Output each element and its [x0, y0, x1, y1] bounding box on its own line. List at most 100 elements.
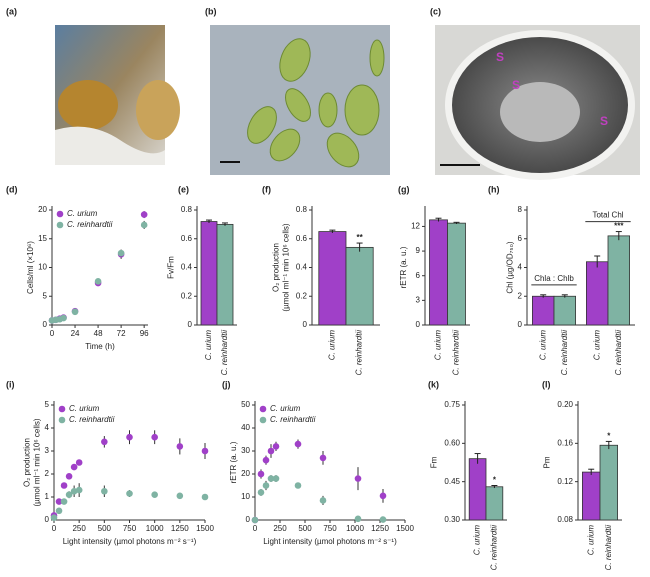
data-point — [201, 493, 209, 501]
data-point — [294, 440, 302, 448]
data-point — [354, 475, 362, 482]
x-tick-label: 0 — [52, 524, 57, 533]
data-point — [60, 314, 67, 322]
x-tick-label: C. urium — [328, 330, 337, 361]
data-point — [60, 498, 68, 505]
data-point — [60, 482, 68, 489]
x-tick-label: 750 — [323, 524, 337, 533]
x-tick-label: C. urium — [586, 525, 595, 556]
x-tick-label: 0 — [253, 524, 258, 533]
y-tick-label: 0 — [246, 515, 251, 524]
x-axis-label: Light intensity (µmol photons m⁻² s⁻¹) — [263, 537, 397, 546]
y-tick-label: 0.30 — [444, 515, 460, 524]
legend-label: C. reinhardtii — [67, 220, 113, 229]
x-tick-label: 24 — [71, 329, 80, 338]
group-label: Total Chl — [592, 211, 623, 220]
data-point — [272, 443, 280, 450]
data-point — [176, 492, 184, 500]
legend-marker — [259, 405, 267, 413]
data-point — [201, 447, 209, 455]
data-point — [257, 489, 265, 496]
x-axis-label: Light intensity (µmol photons m⁻² s⁻¹) — [63, 537, 197, 546]
photo-c — [435, 25, 640, 180]
y-tick-label: 15 — [38, 234, 47, 243]
data-point — [101, 438, 108, 446]
x-tick-label: C. urium — [592, 330, 601, 361]
y-tick-label: 0 — [188, 320, 193, 329]
data-point — [75, 459, 83, 466]
x-tick-label: 48 — [94, 329, 103, 338]
x-tick-label: C. urium — [434, 330, 443, 361]
y-tick-label: 0.8 — [296, 205, 308, 214]
annotation: S — [600, 114, 608, 128]
y-tick-label: 0 — [303, 320, 308, 329]
x-tick-label: 1000 — [346, 524, 364, 533]
group-label: Chla : Chlb — [534, 274, 574, 283]
legend-label: C. reinhardtii — [69, 415, 115, 424]
y-tick-label: 0.08 — [557, 515, 573, 524]
annotation: S — [512, 78, 520, 92]
bar — [345, 246, 374, 326]
data-point — [117, 249, 125, 257]
panel-label: (c) — [430, 6, 441, 16]
bar — [318, 231, 347, 326]
y-tick-label: 0.45 — [444, 477, 460, 486]
y-tick-label: 5 — [43, 291, 48, 300]
y-axis-label: Pm — [543, 456, 552, 468]
data-point — [272, 475, 280, 482]
x-tick-label: 500 — [98, 524, 112, 533]
data-point — [151, 491, 158, 499]
y-tick-label: 6 — [416, 271, 421, 280]
legend-marker — [56, 221, 64, 229]
y-axis-label: rETR (a. u.) — [399, 246, 408, 288]
data-point — [140, 211, 148, 218]
y-tick-label: 0.75 — [444, 400, 460, 409]
legend-label: C. urium — [270, 404, 301, 413]
y-tick-label: 8 — [518, 205, 523, 214]
x-tick-label: C. reinhardtii — [220, 330, 229, 376]
legend-marker — [58, 405, 66, 413]
y-tick-label: 6 — [518, 234, 523, 243]
data-point — [319, 497, 327, 504]
y-tick-label: 2 — [518, 291, 523, 300]
bar — [553, 295, 577, 326]
data-point — [50, 514, 58, 521]
y-tick-label: 30 — [241, 446, 250, 455]
y-axis-label: O₂ production — [23, 438, 32, 487]
data-point — [126, 490, 133, 497]
data-point — [94, 278, 102, 285]
y-tick-label: 4 — [518, 263, 523, 272]
data-point — [262, 482, 270, 489]
data-point — [55, 507, 63, 515]
y-axis-label: (µmol ml⁻¹ min 10⁶ cells) — [33, 418, 42, 506]
y-tick-label: 0.20 — [557, 400, 573, 409]
data-point — [126, 433, 133, 441]
data-point — [55, 498, 63, 505]
y-tick-label: 0 — [416, 320, 421, 329]
y-tick-label: 0.2 — [181, 291, 193, 300]
data-point — [257, 470, 265, 478]
x-tick-label: C. urium — [473, 525, 482, 556]
bar — [582, 471, 601, 521]
x-tick-label: 250 — [273, 524, 287, 533]
significance: * — [607, 432, 611, 441]
x-tick-label: 250 — [72, 524, 86, 533]
y-tick-label: 4 — [45, 423, 50, 432]
x-tick-label: C. reinhardtii — [614, 330, 623, 376]
y-tick-label: 50 — [241, 400, 250, 409]
y-tick-label: 10 — [38, 263, 47, 272]
data-point — [262, 456, 270, 464]
y-tick-label: 0.60 — [444, 438, 460, 447]
bar — [532, 295, 555, 326]
bar — [599, 444, 619, 521]
data-point — [140, 221, 148, 229]
data-point — [70, 463, 78, 471]
legend-marker — [56, 210, 64, 218]
photo-b — [210, 25, 390, 175]
x-tick-label: C. reinhardtii — [490, 525, 499, 571]
significance: ** — [356, 233, 363, 242]
x-tick-label: C. urium — [538, 330, 547, 361]
y-axis-label: (µmol ml⁻¹ min 10⁶ cells) — [281, 223, 290, 311]
y-axis-label: rETR (a. u.) — [229, 441, 238, 483]
